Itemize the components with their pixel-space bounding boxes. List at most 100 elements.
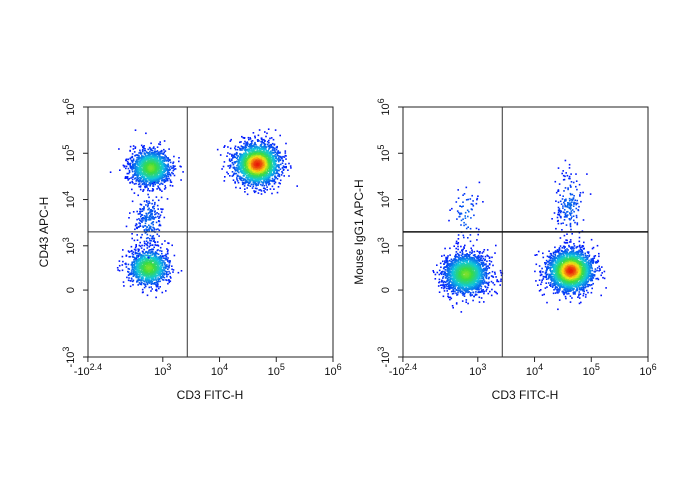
event-dot (145, 279, 147, 282)
event-dot (158, 273, 161, 276)
event-dot (260, 145, 263, 147)
event-dot (126, 160, 129, 163)
event-dot (131, 160, 134, 162)
event-dot (159, 249, 161, 252)
event-dot (163, 156, 166, 158)
event-dot (166, 264, 168, 266)
event-dot (157, 266, 160, 269)
event-dot (247, 145, 250, 148)
event-dot (141, 244, 143, 247)
event-dot (137, 250, 140, 252)
event-dot (139, 274, 141, 277)
event-dot (256, 180, 258, 182)
event-dot (145, 166, 148, 168)
event-dot (134, 167, 136, 170)
event-dot (216, 148, 219, 151)
event-dot (135, 275, 137, 278)
event-dot (142, 279, 144, 281)
event-dot (150, 286, 152, 288)
event-dot (160, 257, 163, 260)
event-dot (290, 167, 292, 169)
event-dot (180, 179, 182, 181)
event-dot (261, 155, 263, 158)
event-dot (232, 163, 235, 165)
event-dot (262, 159, 264, 162)
event-dot (146, 170, 149, 173)
event-dot (168, 265, 170, 267)
event-dot (255, 184, 258, 187)
event-dot (154, 154, 156, 157)
event-dot (138, 183, 141, 185)
event-dot (241, 153, 243, 156)
event-dot (243, 161, 245, 163)
event-dot (142, 148, 144, 151)
event-dot (138, 271, 140, 273)
event-dot (247, 170, 250, 172)
event-dot (279, 134, 281, 137)
event-dot (233, 166, 236, 169)
event-dot (130, 177, 132, 179)
event-dot (264, 131, 266, 133)
event-dot (269, 165, 271, 168)
event-dot (165, 265, 168, 268)
event-dot (163, 171, 166, 173)
event-dot (138, 244, 141, 247)
event-dot (116, 267, 119, 269)
event-dot (168, 177, 170, 180)
event-dot (245, 143, 247, 145)
event-dot (247, 173, 249, 176)
event-dot (264, 191, 266, 194)
event-dot (137, 170, 140, 173)
event-dot (164, 173, 167, 175)
event-dot (238, 159, 241, 161)
event-dot (127, 158, 129, 161)
event-dot (235, 172, 238, 175)
event-dot (140, 169, 142, 172)
event-dot (265, 147, 267, 150)
event-dot (264, 143, 267, 146)
event-dot (135, 249, 137, 251)
event-dot (153, 158, 156, 160)
event-dot (149, 239, 151, 242)
event-dot (254, 173, 256, 176)
event-dot (246, 143, 249, 145)
event-dot (141, 214, 144, 216)
event-dot (257, 167, 259, 170)
event-dot (254, 136, 256, 139)
event-dot (144, 169, 146, 172)
event-dot (244, 147, 246, 150)
event-dot (153, 171, 155, 174)
event-dot (158, 166, 160, 168)
event-dot (125, 255, 128, 257)
event-dot (159, 286, 161, 288)
event-dot (164, 167, 167, 169)
event-dot (145, 215, 147, 218)
event-dot (148, 167, 151, 169)
event-dot (268, 139, 270, 142)
event-dot (149, 209, 151, 211)
event-dot (137, 284, 139, 286)
event-dot (145, 217, 148, 220)
event-dot (160, 157, 163, 160)
event-dot (270, 159, 272, 162)
event-dot (154, 201, 156, 204)
event-dot (250, 152, 252, 154)
event-dot (150, 280, 152, 283)
event-dot (160, 266, 162, 268)
event-dot (166, 169, 168, 172)
event-dot (147, 258, 149, 260)
event-dot (251, 172, 253, 175)
event-dot (236, 157, 238, 160)
event-dot (239, 167, 241, 170)
event-dot (133, 183, 136, 185)
event-dot (148, 179, 150, 181)
event-dot (159, 275, 161, 277)
event-dot (277, 151, 280, 154)
event-dot (129, 149, 131, 152)
event-dot (238, 162, 241, 164)
event-dot (240, 166, 243, 168)
event-dot (156, 146, 159, 148)
event-dot (244, 167, 246, 170)
event-dot (249, 167, 251, 170)
event-dot (161, 243, 163, 245)
